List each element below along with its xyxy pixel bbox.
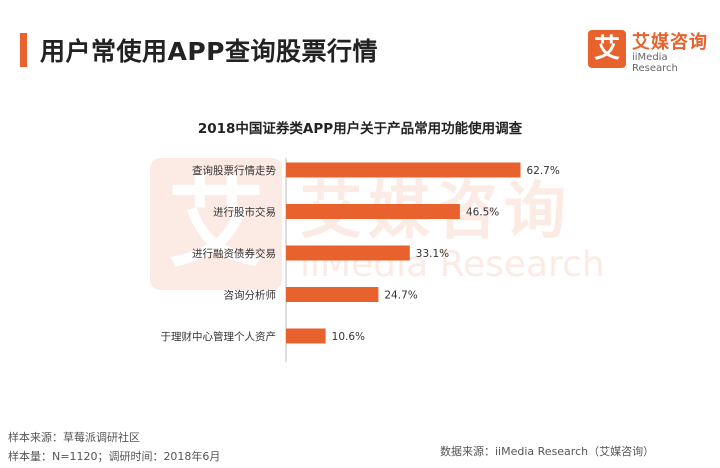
title-accent-bar [20,33,27,67]
bar [286,204,460,219]
data-label: 46.5% [466,207,499,219]
category-label: 进行股市交易 [213,206,276,219]
category-label: 查询股票行情走势 [192,164,276,177]
bar [286,328,326,344]
logo-name-en: iiMedia Research [632,52,678,74]
data-label: 10.6% [332,331,365,343]
category-label: 进行融资债券交易 [192,247,276,260]
footer-data-source: 数据来源：iiMedia Research（艾媒咨询） [440,445,655,458]
page-title: 用户常使用APP查询股票行情 [40,37,378,66]
data-label: 33.1% [416,248,449,260]
footer-sample-source: 样本来源：草莓派调研社区 [8,431,140,444]
bar [286,245,410,261]
logo-name-cn: 艾媒咨询 [632,32,708,53]
chart-title: 2018中国证券类APP用户关于产品常用功能使用调查 [197,121,523,137]
category-label: 于理财中心管理个人资产 [161,330,277,343]
logo-mark: 艾 [588,30,626,68]
bar [286,162,521,178]
brand-logo: 艾 艾媒咨询 iiMedia Research [588,28,714,74]
category-label: 咨询分析师 [224,289,277,302]
footer-sample-size: 样本量：N=1120；调研时间：2018年6月 [8,450,221,463]
data-label: 24.7% [384,290,417,302]
bar [286,287,379,302]
data-label: 62.7% [526,165,559,177]
